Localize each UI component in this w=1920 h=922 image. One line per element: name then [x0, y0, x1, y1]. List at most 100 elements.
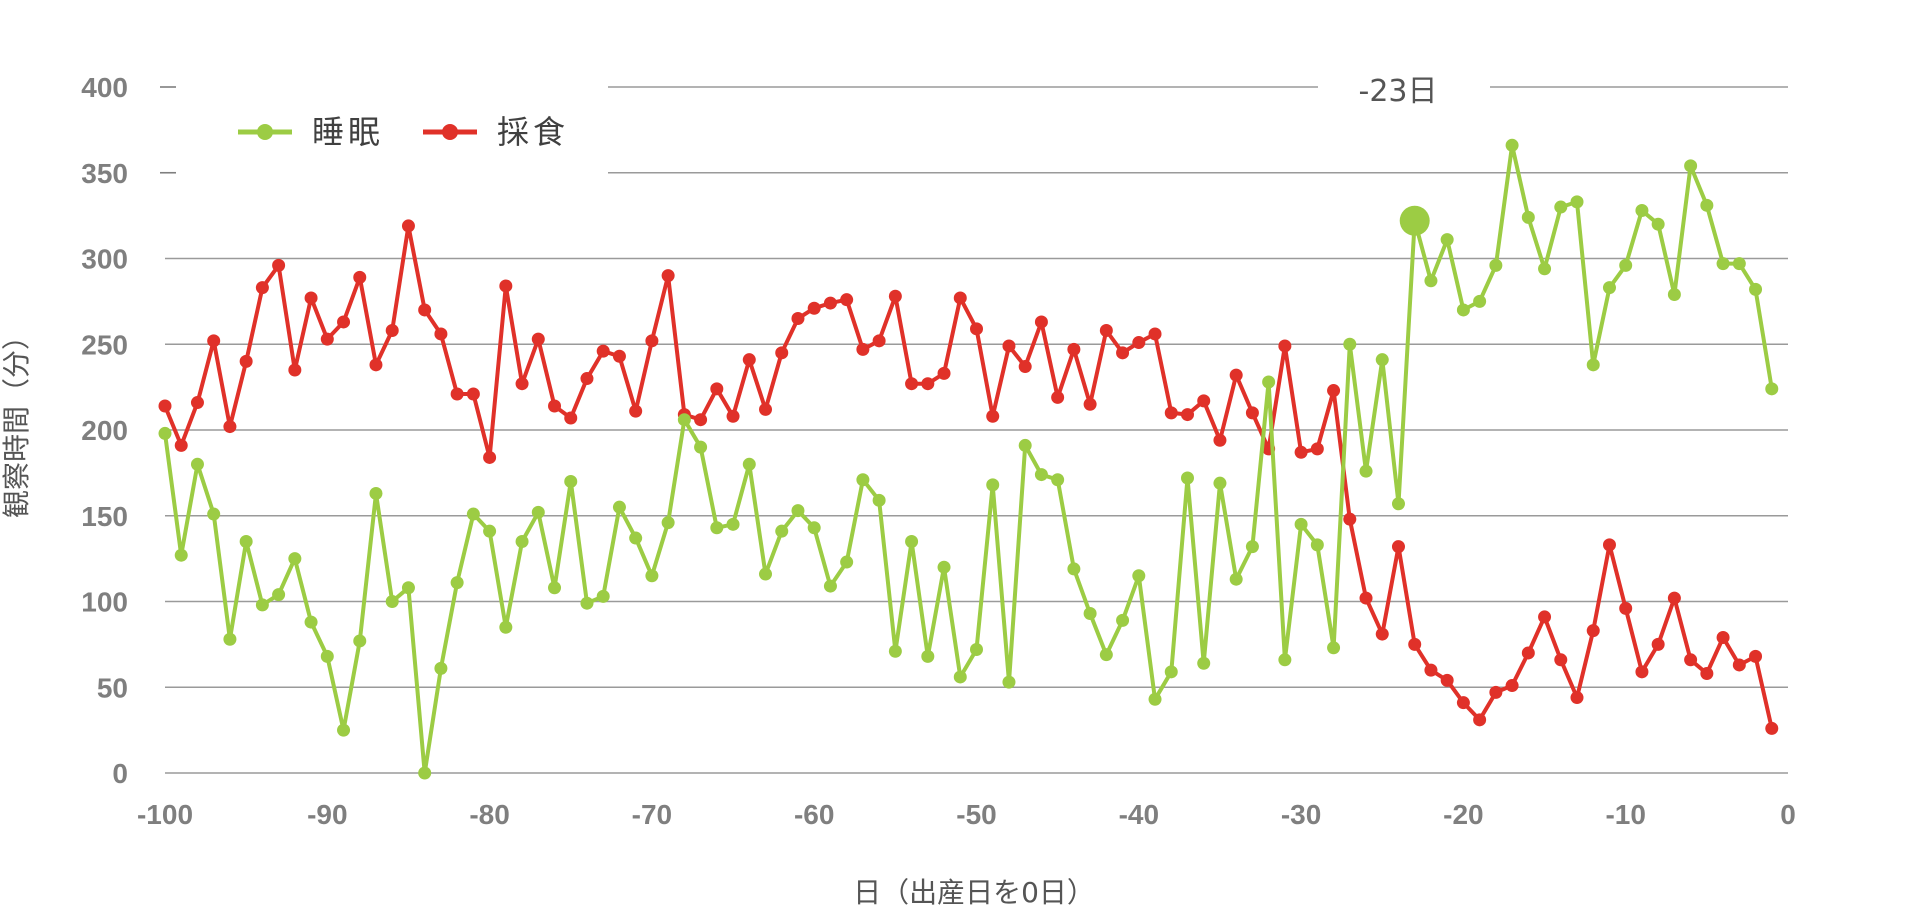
- data-point: [1034, 468, 1048, 482]
- data-point: [158, 399, 172, 413]
- data-point: [661, 516, 675, 530]
- data-point: [742, 457, 756, 471]
- data-point: [255, 598, 269, 612]
- data-point: [418, 766, 432, 780]
- data-point: [970, 643, 983, 657]
- data-point: [158, 426, 172, 440]
- data-point: [823, 296, 837, 310]
- data-point: [1440, 673, 1454, 687]
- data-point: [937, 560, 951, 574]
- data-point: [986, 409, 1000, 423]
- legend-label-feeding: 採食: [497, 113, 569, 151]
- data-point: [239, 534, 253, 548]
- legend: 睡眠 採食: [238, 113, 569, 151]
- data-point: [1521, 210, 1535, 224]
- data-point: [434, 661, 448, 675]
- data-point: [629, 404, 643, 418]
- data-point: [596, 589, 610, 603]
- data-point: [1229, 572, 1243, 586]
- data-point: [1343, 512, 1357, 526]
- data-point: [337, 723, 351, 737]
- data-point: [1716, 257, 1730, 271]
- data-point: [1018, 438, 1032, 452]
- data-point: [1034, 315, 1048, 329]
- data-point: [970, 322, 983, 336]
- data-point: [1602, 281, 1616, 295]
- x-tick-label--80: -80: [469, 799, 509, 830]
- data-point: [288, 363, 302, 377]
- data-point: [1164, 406, 1178, 420]
- data-point: [255, 281, 269, 295]
- data-point: [1602, 538, 1616, 552]
- data-point: [1456, 303, 1470, 317]
- data-point: [304, 291, 318, 305]
- data-point: [596, 344, 610, 358]
- data-point: [369, 486, 383, 500]
- data-point: [1716, 631, 1730, 645]
- x-tick-label--60: -60: [794, 799, 834, 830]
- data-point: [921, 649, 935, 663]
- data-point: [1375, 353, 1389, 367]
- data-point: [1245, 540, 1259, 554]
- data-point: [1651, 637, 1665, 651]
- data-point: [1635, 203, 1649, 217]
- data-point: [1197, 656, 1211, 670]
- data-point: [1099, 648, 1113, 662]
- data-point: [1278, 653, 1292, 667]
- x-tick-label--50: -50: [956, 799, 996, 830]
- data-point: [1684, 653, 1698, 667]
- data-point: [1375, 627, 1389, 641]
- series-line-sleep: [163, 143, 1774, 775]
- y-axis-ticks: 0 50 100 150 200 250 300 350 400: [81, 72, 128, 789]
- data-point: [742, 353, 756, 367]
- data-point: [1749, 649, 1763, 663]
- data-point: [1164, 665, 1178, 679]
- data-point: [775, 346, 789, 360]
- data-point: [856, 473, 870, 487]
- data-point: [905, 377, 919, 391]
- data-point: [353, 634, 367, 648]
- y-tick-label-50: 50: [97, 672, 128, 703]
- data-point: [1765, 382, 1779, 396]
- data-point: [1505, 138, 1519, 152]
- data-point: [1667, 288, 1681, 302]
- data-point: [1456, 696, 1470, 710]
- y-axis-title: 観察時間（分）: [0, 322, 33, 518]
- data-point: [1213, 476, 1227, 490]
- data-point: [1002, 339, 1016, 353]
- data-point: [190, 396, 204, 410]
- data-point: [1391, 540, 1405, 554]
- data-point: [1473, 294, 1487, 308]
- data-point: [856, 342, 870, 356]
- y-tick-label-200: 200: [81, 415, 128, 446]
- data-point: [1213, 433, 1227, 447]
- data-point: [466, 387, 480, 401]
- data-point: [580, 372, 594, 386]
- data-point: [1586, 358, 1600, 372]
- data-point: [272, 258, 286, 272]
- data-point: [1051, 390, 1065, 404]
- data-point: [791, 504, 805, 518]
- data-point: [548, 581, 562, 595]
- data-point: [775, 524, 789, 538]
- data-point: [807, 301, 821, 315]
- data-point: [401, 219, 415, 233]
- data-point: [1245, 406, 1259, 420]
- data-point: [791, 312, 805, 326]
- data-point: [1570, 195, 1584, 209]
- x-tick-label--100: -100: [137, 799, 193, 830]
- data-point: [1148, 327, 1162, 341]
- data-point: [223, 420, 237, 434]
- data-point: [1521, 646, 1535, 660]
- data-point: [288, 552, 302, 566]
- data-point: [450, 576, 464, 590]
- data-point: [694, 440, 708, 454]
- x-axis-ticks: -100 -90 -80 -70 -60 -50 -40 -30 -20 -10 0: [137, 799, 1796, 830]
- data-point: [531, 332, 545, 346]
- y-tick-label-100: 100: [81, 587, 128, 618]
- data-point: [661, 269, 675, 283]
- data-point: [1700, 667, 1714, 681]
- data-point: [1538, 610, 1552, 624]
- data-point: [1180, 408, 1194, 422]
